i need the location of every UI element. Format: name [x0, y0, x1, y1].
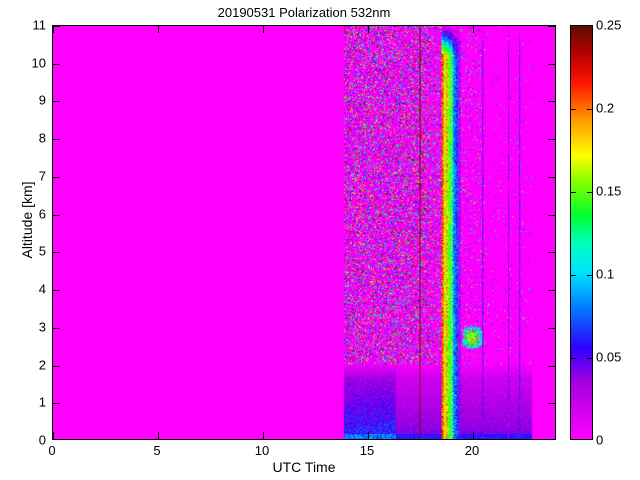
y-tick-label: 4 [38, 281, 46, 297]
y-axis-tick-labels: 0 1 2 3 4 5 6 7 8 9 10 11 [0, 18, 46, 448]
y-tick-mark-right [548, 403, 555, 405]
colorbar-tick-mark [571, 109, 576, 110]
y-axis-label: Altitude [km] [19, 181, 35, 259]
y-tick-mark-right [548, 327, 555, 329]
colorbar-tick-mark [571, 358, 576, 359]
y-tick-label: 6 [38, 206, 46, 222]
y-tick-label: 11 [32, 17, 47, 33]
colorbar-tick-label: 0.15 [596, 183, 622, 199]
colorbar-tick-mark [587, 358, 592, 359]
colorbar-tick-labels: 0 0.05 0.1 0.15 0.2 0.25 [596, 18, 640, 448]
y-tick-mark-right [548, 101, 555, 103]
y-tick-mark [53, 214, 60, 216]
y-tick-mark [53, 290, 60, 292]
y-tick-mark [53, 26, 60, 27]
y-tick-label: 2 [38, 357, 46, 373]
colorbar-tick-mark [587, 192, 592, 193]
x-tick-mark-top [158, 26, 159, 33]
y-tick-mark-right [548, 176, 555, 178]
colorbar-tick-mark [587, 275, 592, 276]
y-tick-mark-right [548, 290, 555, 292]
x-tick-label: 10 [254, 443, 270, 458]
x-tick-label: 20 [464, 443, 480, 458]
y-tick-mark-right [548, 214, 555, 216]
colorbar-tick-label: 0.05 [596, 349, 622, 365]
y-tick-label: 8 [38, 130, 46, 146]
y-tick-mark [53, 252, 60, 254]
y-tick-mark [53, 176, 60, 178]
y-tick-mark [53, 63, 60, 65]
colorbar-gradient [571, 26, 592, 439]
y-tick-mark-right [548, 365, 555, 367]
heatmap-canvas [53, 26, 555, 439]
y-tick-label: 10 [31, 55, 46, 71]
colorbar-tick-label: 0.2 [596, 100, 615, 116]
y-tick-label: 1 [38, 394, 46, 410]
x-tick-mark-top [263, 26, 264, 33]
x-axis-tick-labels: 0 5 10 15 20 [48, 443, 556, 463]
x-tick-mark [368, 432, 369, 439]
x-tick-mark-top [368, 26, 369, 33]
y-tick-mark-right [548, 26, 555, 27]
y-tick-mark [53, 365, 60, 367]
x-tick-mark [473, 432, 474, 439]
x-tick-label: 0 [48, 443, 56, 458]
plot-area [52, 25, 556, 440]
x-tick-mark [263, 432, 264, 439]
y-tick-mark-right [548, 252, 555, 254]
colorbar-tick-label: 0.25 [596, 17, 622, 33]
y-tick-mark [53, 403, 60, 405]
x-tick-label: 5 [153, 443, 161, 458]
y-tick-label: 7 [38, 168, 46, 184]
colorbar-tick-label: 0 [596, 432, 604, 448]
y-tick-mark [53, 327, 60, 329]
y-tick-mark-right [548, 139, 555, 141]
x-tick-mark-top [53, 26, 54, 33]
y-tick-label: 3 [38, 319, 46, 335]
colorbar-tick-mark [571, 192, 576, 193]
x-tick-label: 15 [359, 443, 375, 458]
x-tick-mark [53, 432, 54, 439]
x-tick-mark-top [473, 26, 474, 33]
y-tick-mark [53, 139, 60, 141]
colorbar-tick-label: 0.1 [596, 266, 615, 282]
x-axis-label: UTC Time [272, 459, 336, 475]
colorbar-tick-mark [587, 109, 592, 110]
colorbar-tick-mark [571, 275, 576, 276]
y-tick-mark-right [548, 63, 555, 65]
y-tick-label: 5 [38, 243, 46, 259]
x-tick-mark [158, 432, 159, 439]
colorbar [570, 25, 593, 440]
page-title: 20190531 Polarization 532nm [217, 5, 391, 20]
y-tick-mark [53, 101, 60, 103]
y-tick-label: 9 [38, 92, 46, 108]
y-tick-label: 0 [38, 432, 46, 448]
